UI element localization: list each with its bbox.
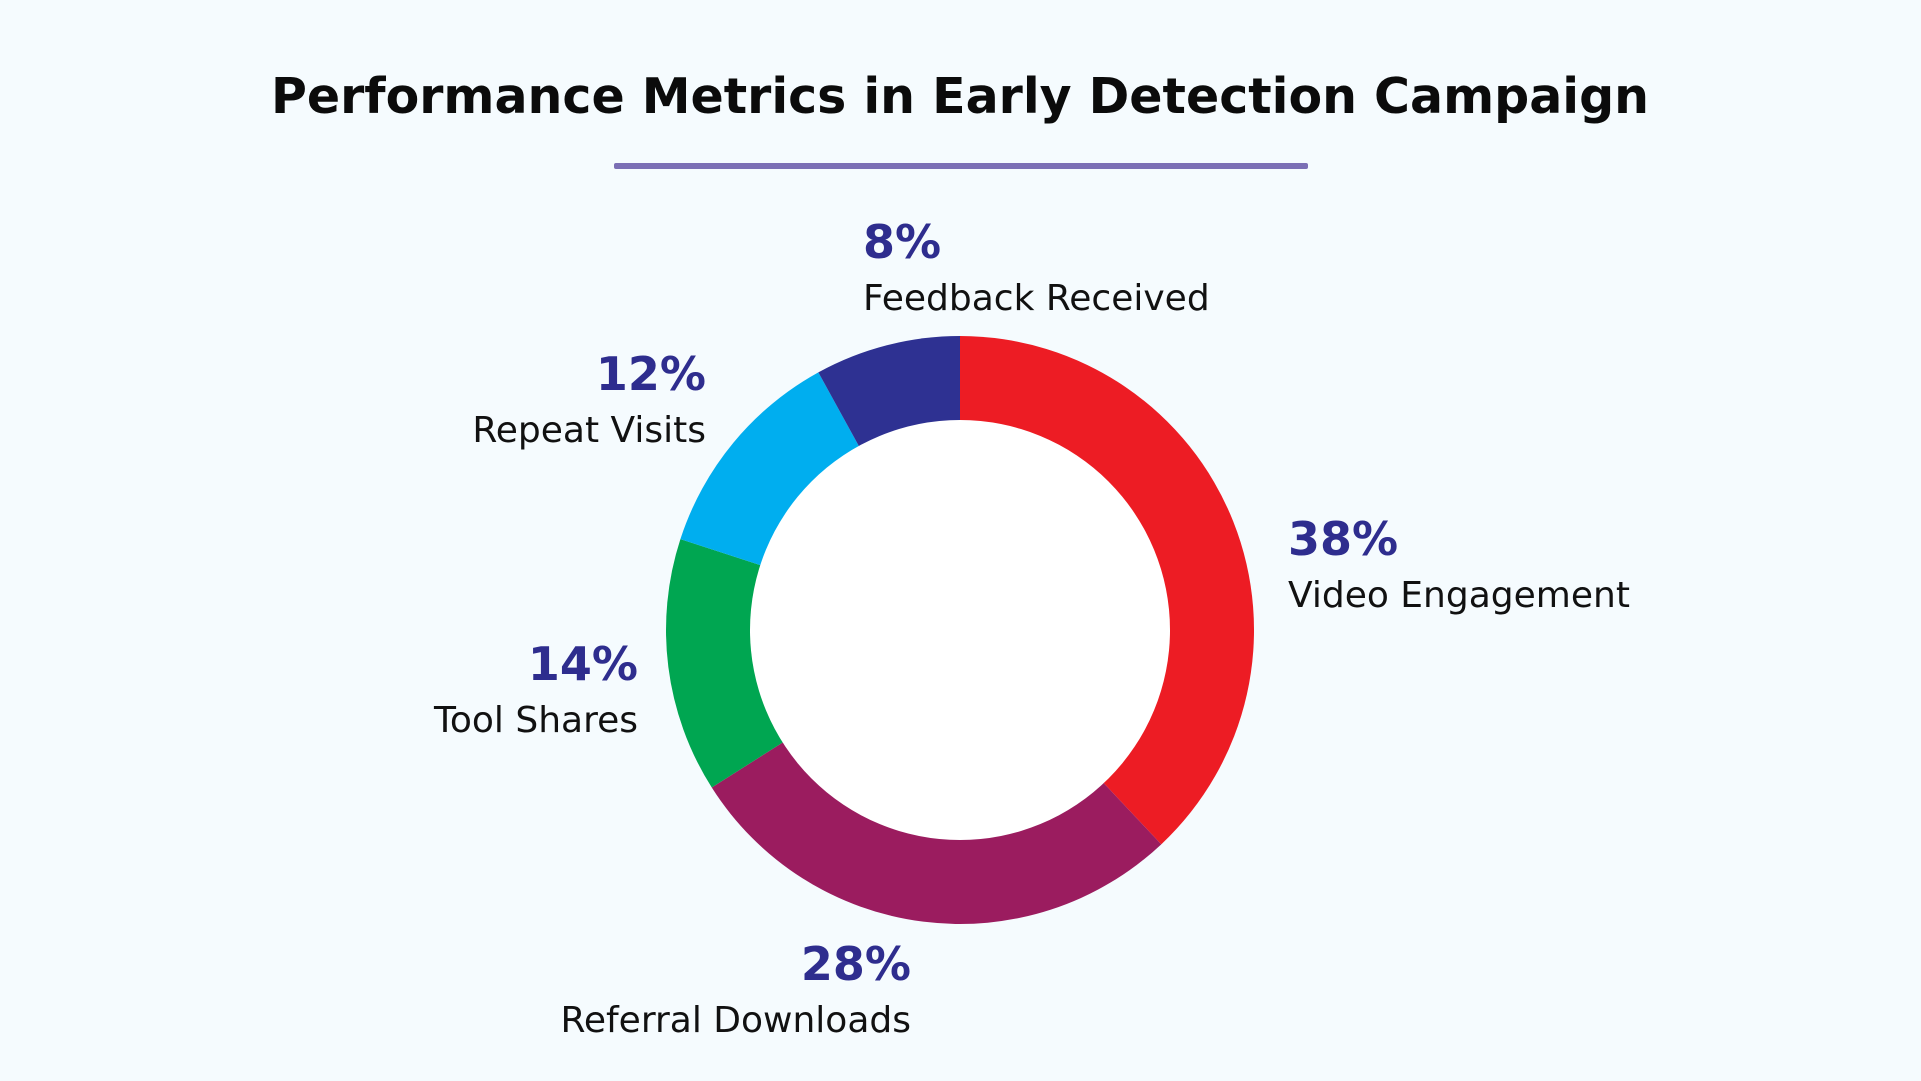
category-label-referral-downloads: Referral Downloads	[560, 1000, 911, 1041]
category-label-repeat-visits: Repeat Visits	[472, 410, 706, 451]
donut-hole	[750, 420, 1170, 840]
category-label-video-engagement: Video Engagement	[1288, 575, 1630, 616]
value-label-video-engagement: 38%	[1288, 512, 1398, 566]
value-label-repeat-visits: 12%	[596, 347, 706, 401]
category-label-tool-shares: Tool Shares	[433, 700, 638, 741]
category-label-feedback-received: Feedback Received	[863, 278, 1210, 319]
value-label-feedback-received: 8%	[863, 215, 941, 269]
title-underline	[614, 163, 1308, 169]
slice-labels: 38% Video Engagement 28% Referral Downloads…	[433, 215, 1630, 1041]
value-label-referral-downloads: 28%	[801, 937, 911, 991]
value-label-tool-shares: 14%	[528, 637, 638, 691]
chart-title: Performance Metrics in Early Detection C…	[271, 68, 1649, 125]
